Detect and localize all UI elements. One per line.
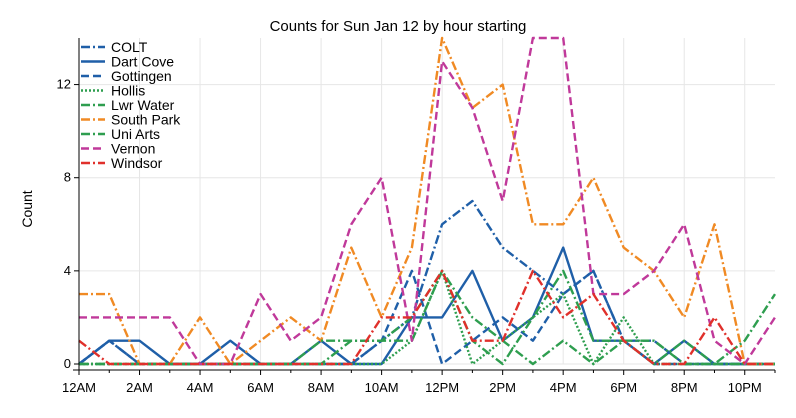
chart-title: Counts for Sun Jan 12 by hour starting (270, 18, 527, 35)
legend-label: Vernon (111, 141, 155, 157)
legend-label: Hollis (111, 83, 145, 99)
x-tick-label: 8PM (671, 380, 698, 395)
y-tick-label: 8 (64, 170, 71, 185)
legend-label: Gottingen (111, 68, 172, 84)
axes: 12AM 2AM 4AM 6AM 8AM 10AM 12PM 2PM 4PM 6PM 8PM 10PM… (57, 38, 776, 395)
x-tick-label: 4PM (550, 380, 577, 395)
legend-label: Dart Cove (111, 54, 174, 70)
legend-label: COLT (111, 39, 148, 55)
y-tick-label: 0 (64, 356, 71, 371)
x-tick-label: 2AM (126, 380, 153, 395)
y-axis-label: Count (19, 190, 35, 227)
legend-label: Lwr Water (111, 97, 175, 113)
y-tick-label: 4 (64, 263, 71, 278)
x-tick-label: 6PM (610, 380, 637, 395)
x-tick-label: 2PM (489, 380, 516, 395)
legend-label: Uni Arts (111, 126, 160, 142)
x-tick-label: 4AM (187, 380, 214, 395)
x-tick-label: 6AM (247, 380, 274, 395)
series-layer (78, 36, 777, 366)
series-line-windsor (78, 269, 775, 366)
legend-label: Windsor (111, 155, 163, 171)
x-tick-label: 12PM (425, 380, 459, 395)
series-line-colt (78, 199, 775, 366)
x-tick-label: 10PM (728, 380, 762, 395)
series-line-south-park (79, 36, 775, 366)
series-line-vernon (79, 36, 777, 366)
x-tick-label: 12AM (62, 380, 96, 395)
x-tick-label: 10AM (365, 380, 399, 395)
x-tick-label: 8AM (308, 380, 335, 395)
legend-label: South Park (111, 112, 181, 128)
y-tick-label: 12 (57, 77, 71, 92)
series-line-hollis (79, 269, 775, 366)
